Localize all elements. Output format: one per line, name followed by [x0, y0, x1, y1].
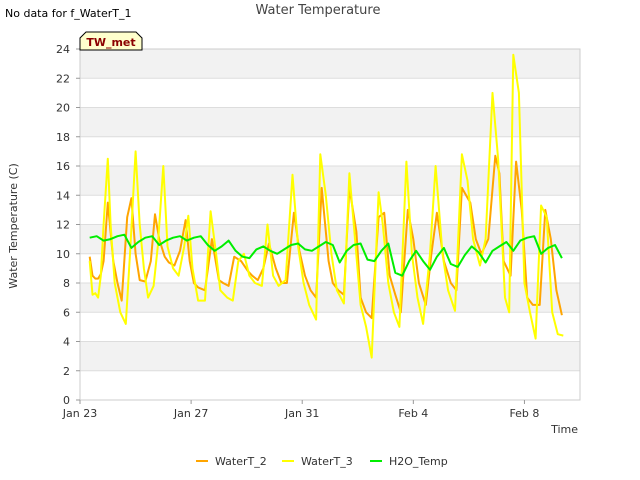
- series-line-H2O_Temp: [89, 233, 563, 277]
- x-tick-label: Jan 27: [173, 407, 208, 420]
- legend-label: WaterT_2: [215, 455, 267, 468]
- series-line-WaterT_2: [88, 154, 563, 320]
- grid-band: [80, 107, 580, 137]
- site-tag: TW_met: [79, 31, 143, 51]
- x-tick-label: Jan 31: [284, 407, 319, 420]
- grid-band: [80, 341, 580, 371]
- x-tick-label: Feb 8: [509, 407, 539, 420]
- y-axis-label: Water Temperature (C): [7, 163, 20, 288]
- grid-band: [80, 166, 580, 196]
- y-tick-label: 4: [63, 336, 70, 349]
- y-tick-label: 22: [56, 72, 70, 85]
- grid-band: [80, 49, 580, 79]
- x-tick-label: Feb 4: [398, 407, 428, 420]
- y-tick-label: 6: [63, 306, 70, 319]
- legend-label: WaterT_3: [301, 455, 353, 468]
- no-data-note: No data for f_WaterT_1: [5, 7, 132, 20]
- legend-item-WaterT_2: WaterT_2: [196, 455, 267, 468]
- y-tick-label: 16: [56, 160, 70, 173]
- chart-title: Water Temperature: [256, 3, 381, 18]
- y-tick-label: 14: [56, 189, 70, 202]
- y-tick-label: 24: [56, 43, 70, 56]
- y-tick-label: 10: [56, 248, 70, 261]
- site-tag-label: TW_met: [86, 36, 135, 49]
- legend-label: H2O_Temp: [389, 455, 448, 468]
- y-tick-label: 0: [63, 394, 70, 407]
- y-tick-label: 18: [56, 131, 70, 144]
- grid-band: [80, 283, 580, 313]
- legend-item-H2O_Temp: H2O_Temp: [370, 455, 448, 468]
- y-tick-label: 20: [56, 102, 70, 115]
- y-tick-label: 8: [63, 277, 70, 290]
- y-tick-label: 2: [63, 365, 70, 378]
- site-tag-box: [79, 31, 143, 51]
- y-tick-label: 12: [56, 219, 70, 232]
- x-tick-label: Jan 23: [62, 407, 97, 420]
- legend-item-WaterT_3: WaterT_3: [282, 455, 353, 468]
- x-axis-label: Time: [550, 423, 578, 436]
